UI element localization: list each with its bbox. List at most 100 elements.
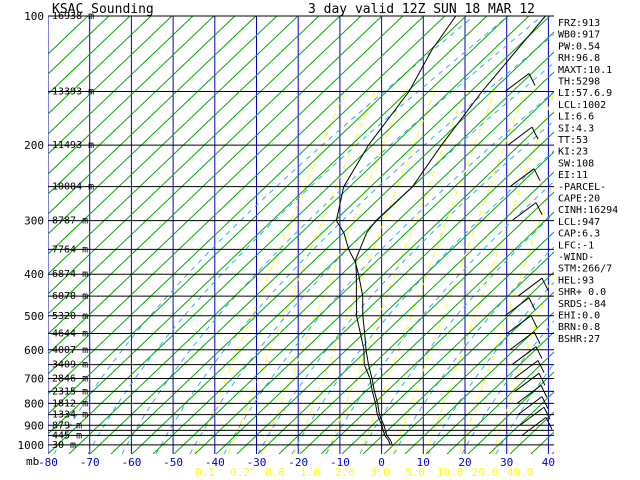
height-label: 16938 m [52,11,94,22]
index-line: EHI:0.0 [558,311,600,322]
dry-adiabat-line [48,16,362,315]
wind-barb [509,331,541,351]
dry-adiabat-line [594,16,640,454]
pressure-tick-label: 1000 [18,439,45,452]
isobar-lines [48,15,554,446]
height-label: 5320 m [52,311,88,322]
height-label: 7764 m [52,244,88,255]
wind-barb-flag [537,360,545,373]
wind-barb [506,315,538,334]
wind-barb-staff [504,73,530,92]
wind-barb-flag [540,385,548,398]
station-title: KSAC Sounding [52,2,154,17]
height-label: 6874 m [52,269,88,280]
dry-adiabat-line [48,16,299,255]
dry-adiabat-line [404,311,554,454]
dry-adiabat-line [341,251,554,454]
mixing-ratio-line [392,89,526,454]
dry-adiabat-line [215,131,554,454]
temperature-tick-label: 30 [500,456,513,469]
wind-barb [517,396,549,416]
dry-adiabat-line [425,331,554,454]
temperature-tick-label: -10 [330,456,350,469]
wind-barb-flag [541,277,549,291]
pressure-tick-label: 500 [24,310,44,323]
mixing-ratio-line [425,91,554,454]
wind-barb-flag [543,407,551,420]
index-line: CAPE:20 [558,194,600,205]
wind-barb [511,346,543,366]
wind-barb-flag [538,373,546,386]
temperature-tick-label: -60 [121,456,141,469]
temperature-tick-label: -50 [163,456,183,469]
temperature-tick-label: 10 [417,456,430,469]
index-line: -PARCEL- [558,182,606,193]
height-label: 8787 m [52,216,88,227]
wind-barb-flag [541,396,549,409]
wind-barb-staff [509,331,535,351]
dewpoint-profile-line [355,16,546,446]
dry-adiabat-line [615,16,640,454]
wind-barb-staff [511,346,537,366]
dry-adiabat-line [467,371,554,454]
temperature-tick-label: -40 [205,456,225,469]
index-line: SW:108 [558,158,594,169]
dry-adiabat-line [194,111,554,454]
dry-adiabat-line [48,16,194,155]
height-label: 3409 m [52,360,88,371]
temperature-tick-label: -70 [80,456,100,469]
wind-barb-flag [545,417,553,430]
wind-barb-flag [528,73,536,86]
index-line: FRZ:913 [558,18,600,29]
mixing-ratio-label: 40.0 [507,466,534,479]
wind-barb-staff [507,126,533,146]
mixing-ratio-label: 0.2 [230,466,250,479]
wind-barb [521,416,553,436]
index-line: CAP:6.3 [558,229,600,240]
mixing-ratio-label: 0.8 [265,466,285,479]
pressure-tick-label: 400 [24,268,44,281]
dry-adiabat-line [299,211,554,454]
pressure-tick-label: 800 [24,397,44,410]
wind-barb [514,372,546,392]
dry-adiabat-line [68,16,530,454]
dry-adiabat-line [48,16,131,95]
temperature-tick-label: -80 [38,456,58,469]
index-line: BRN:0.8 [558,322,600,333]
wind-barb [504,297,536,317]
height-label: 11493 m [52,140,94,151]
height-label: 879 m [52,420,82,431]
wind-barbs [504,73,553,436]
height-label: 1334 m [52,410,88,421]
index-line: LI:57.6.9 [558,88,612,99]
mixing-ratio-label: 10.0 [437,466,464,479]
dry-adiabat-line [362,271,554,454]
wind-barb [513,360,545,379]
dry-adiabat-line [48,16,446,395]
index-line: LI:6.6 [558,112,594,123]
wind-barb [517,277,549,297]
mixing-ratio-label: 5.0 [405,466,425,479]
index-line: SRDS:-84 [558,299,606,310]
dry-adiabat-line [48,16,404,355]
height-label: 2315 m [52,386,88,397]
wind-barb-staff [516,384,542,404]
wind-barb [511,202,543,222]
dry-adiabat-line [446,351,554,454]
index-line: EI:11 [558,170,588,181]
dry-adiabat-line [320,231,554,454]
wind-barb-flag [530,315,538,328]
wind-barb [516,384,548,404]
dry-adiabat-line [48,16,215,175]
wind-barb-flag [535,346,543,359]
wind-barb-staff [513,360,539,379]
index-line: LFC:-1 [558,240,594,251]
wind-barb-staff [521,416,547,436]
dry-adiabat-line [48,16,173,135]
moist-adiabat-line [223,90,554,454]
dry-adiabat-line [48,16,341,295]
stability-indices-panel: FRZ:913WB0:917PW:0.54RH:96.8MAXT:10.1TH:… [558,18,618,345]
index-line: LCL:1002 [558,100,606,111]
mixing-ratio-line [359,89,496,454]
dry-adiabat-lines [48,16,640,454]
